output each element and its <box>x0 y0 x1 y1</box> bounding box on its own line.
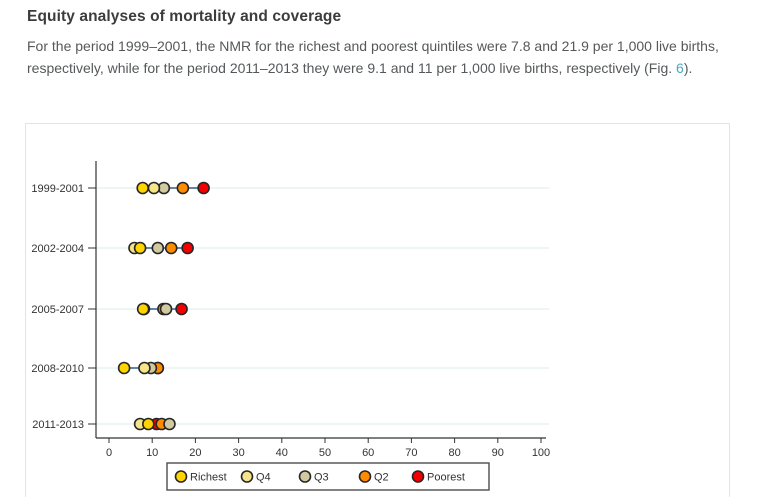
legend-marker-q3 <box>298 470 312 483</box>
section-heading: Equity analyses of mortality and coverag… <box>27 8 342 25</box>
x-tick-label: 100 <box>532 447 550 459</box>
legend-marker-q4 <box>240 470 254 483</box>
legend-box <box>166 462 490 491</box>
figure-panel: 1999-2001 2002-2004 2005-2007 2008-2010 2011… <box>25 123 730 497</box>
marker-richest <box>136 302 150 316</box>
article-section: Equity analyses of mortality and coverag… <box>27 8 753 79</box>
marker-poorest <box>181 241 194 255</box>
legend-marker-q2 <box>358 470 372 483</box>
paragraph-text-after: ). <box>683 60 693 76</box>
marker-q2 <box>176 181 190 195</box>
x-tick-label: 50 <box>319 447 331 459</box>
marker-q3 <box>159 302 173 316</box>
marker-richest <box>142 417 155 431</box>
marker-q3 <box>163 417 176 431</box>
legend-label-poorest: Poorest <box>427 472 465 484</box>
x-tick-label: 90 <box>492 447 504 459</box>
figure-link[interactable]: 6 <box>676 60 684 76</box>
marker-richest <box>117 361 131 375</box>
category-label: 2011-2013 <box>32 419 84 431</box>
marker-richest <box>133 241 147 255</box>
paragraph-text-before: For the period 1999–2001, the NMR for th… <box>27 38 719 76</box>
marker-poorest <box>175 302 188 316</box>
legend-marker-poorest <box>411 470 425 483</box>
legend-label-q4: Q4 <box>256 472 271 484</box>
x-tick-label: 30 <box>232 447 244 459</box>
legend-label-richest: Richest <box>190 472 227 484</box>
x-tick-label: 40 <box>276 447 288 459</box>
marker-richest <box>136 181 149 195</box>
x-tick-label: 60 <box>362 447 374 459</box>
x-tick-label: 20 <box>189 447 201 459</box>
marker-poorest <box>197 181 210 195</box>
legend-marker-richest <box>174 470 188 483</box>
equity-chart: 1999-2001 2002-2004 2005-2007 2008-2010 2011… <box>31 161 550 491</box>
legend-label-q2: Q2 <box>374 472 389 484</box>
x-tick-label: 10 <box>146 447 158 459</box>
x-tick-label: 0 <box>106 447 112 459</box>
x-tick-label: 70 <box>405 447 417 459</box>
category-label: 2002-2004 <box>31 243 84 255</box>
marker-q4 <box>147 181 161 195</box>
category-label: 1999-2001 <box>31 183 84 195</box>
x-tick-label: 80 <box>448 447 460 459</box>
section-paragraph: For the period 1999–2001, the NMR for th… <box>27 35 745 79</box>
category-label: 2008-2010 <box>31 363 84 375</box>
marker-q2 <box>164 241 178 255</box>
marker-q3 <box>151 241 165 255</box>
marker-q4 <box>138 361 151 375</box>
category-label: 2005-2007 <box>31 304 84 316</box>
legend-label-q3: Q3 <box>314 472 329 484</box>
